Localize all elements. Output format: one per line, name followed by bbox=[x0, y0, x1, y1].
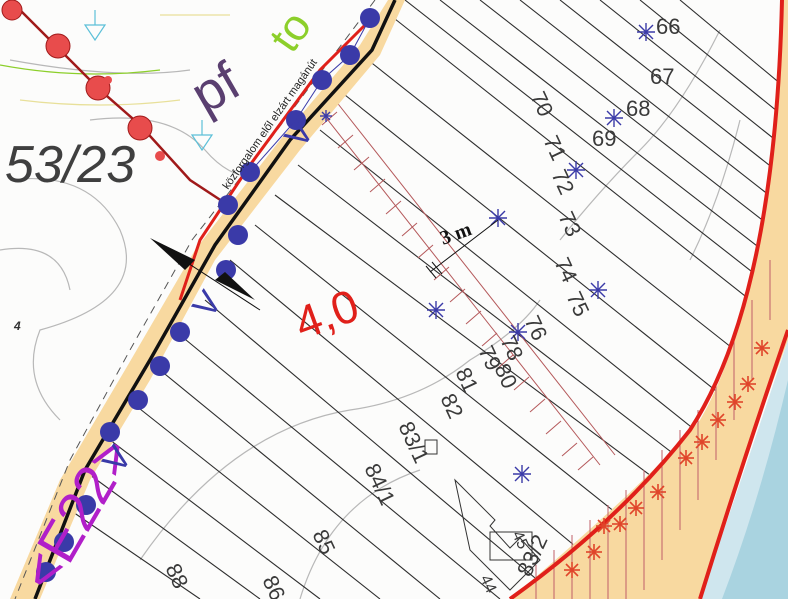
river bbox=[720, 360, 788, 599]
lot-66: 66 bbox=[656, 14, 680, 39]
parcel-main-label: 53/23 bbox=[5, 136, 135, 194]
lot-69: 69 bbox=[592, 126, 616, 151]
lot-68: 68 bbox=[626, 96, 650, 121]
vegetation-lines bbox=[0, 14, 230, 106]
green-mark-label: to bbox=[260, 3, 321, 61]
dimension-line bbox=[159, 244, 261, 311]
road-band bbox=[10, 0, 405, 599]
cyan-symbols bbox=[83, 10, 214, 152]
boundary-outer bbox=[698, 329, 788, 599]
lot-85: 85 bbox=[307, 526, 340, 559]
red-dot-small bbox=[104, 76, 165, 161]
lot-84-1: 84/1 bbox=[359, 460, 400, 509]
lot-86: 86 bbox=[257, 572, 290, 599]
lot-44: 44 bbox=[476, 573, 499, 596]
road-edge-solid bbox=[33, 0, 397, 599]
lot-73: 73 bbox=[553, 208, 586, 241]
hatched-strip bbox=[319, 99, 616, 471]
lot-67: 67 bbox=[650, 64, 674, 89]
lot-75: 75 bbox=[561, 288, 594, 321]
lot-45: 45 bbox=[508, 529, 531, 552]
blue-asterisks bbox=[320, 23, 655, 483]
lot-83-1: 83/1 bbox=[393, 418, 434, 467]
lot-74: 74 bbox=[549, 254, 582, 287]
stream-zone bbox=[510, 0, 788, 599]
small-number-label: 4 bbox=[13, 319, 21, 333]
lot-70: 70 bbox=[525, 88, 558, 121]
lot-88: 88 bbox=[160, 560, 193, 593]
land-use-label: pf bbox=[181, 50, 251, 125]
dimension-label: 3 m bbox=[437, 218, 475, 250]
three-m-marker bbox=[425, 219, 499, 279]
building-outline bbox=[424, 439, 541, 591]
road-edge-dashed bbox=[14, 0, 376, 599]
boundary-inner bbox=[508, 0, 784, 599]
parcel-lines bbox=[69, 0, 788, 599]
red-asterisks bbox=[564, 340, 770, 578]
width-value-label: 4,0 bbox=[288, 279, 366, 350]
blue-dots bbox=[36, 8, 380, 582]
blue-dot-line bbox=[249, 17, 371, 173]
red-dots bbox=[1, 0, 153, 141]
stream-hatch bbox=[535, 260, 771, 599]
